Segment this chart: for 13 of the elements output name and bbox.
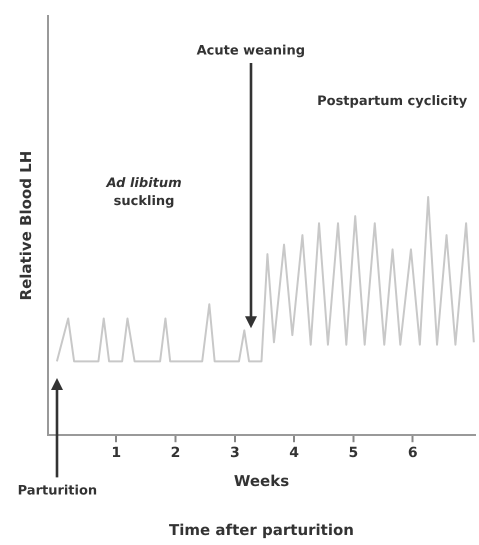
- x-tick-label: 2: [170, 445, 180, 462]
- text: Parturition: [18, 484, 98, 499]
- y-axis-title: Relative Blood LH: [16, 150, 35, 300]
- text: Time after parturition: [169, 521, 354, 540]
- x-tick-label: 3: [230, 445, 240, 462]
- x-tick-label: 5: [348, 445, 358, 462]
- x-tick-label: 1: [111, 445, 122, 462]
- annotation: Ad libitum suckling: [105, 176, 182, 210]
- x-tick-label: 6: [408, 445, 418, 462]
- text: Acute weaning: [196, 43, 306, 58]
- x-axis-title: Weeks: [234, 472, 290, 490]
- x-tick-label: 4: [289, 445, 300, 462]
- text: Postpartum cyclicity: [317, 94, 468, 109]
